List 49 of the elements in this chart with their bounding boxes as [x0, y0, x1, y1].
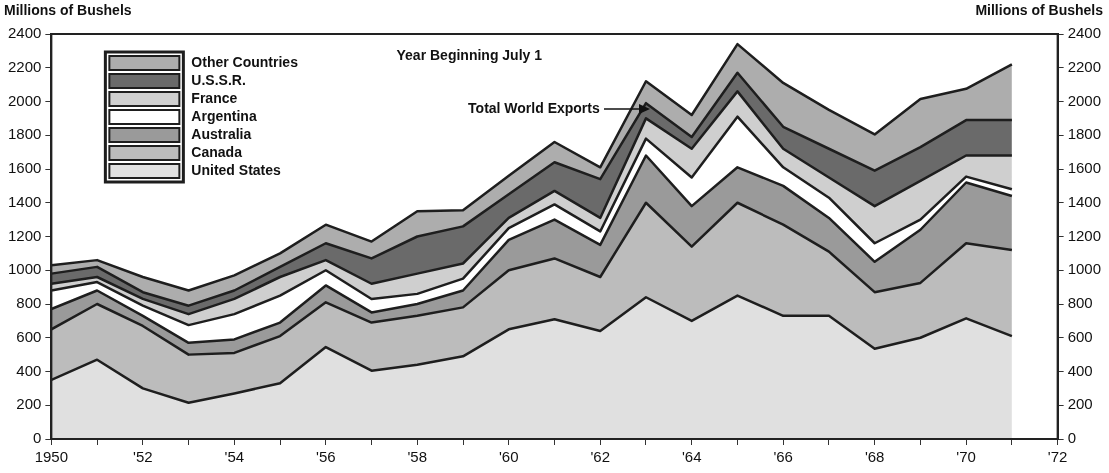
- x-tick-label: '52: [133, 448, 153, 466]
- y2-tick-label: 200: [1067, 395, 1093, 413]
- annotation: Year Beginning July 1: [396, 46, 543, 63]
- y-tick-label: 2400: [7, 24, 42, 42]
- legend-label: Australia: [191, 125, 252, 142]
- legend-label: Argentina: [191, 107, 257, 124]
- y2-tick-label: 1400: [1067, 192, 1102, 210]
- y-tick-label: 800: [16, 294, 42, 312]
- y-tick-label: 1200: [7, 226, 42, 244]
- legend-label: United States: [191, 161, 282, 178]
- y-tick-label: 1600: [7, 159, 42, 177]
- y2-tick-label: 600: [1067, 327, 1093, 345]
- x-tick-label: '66: [773, 448, 793, 466]
- y-tick-label: 600: [16, 327, 42, 345]
- x-tick-label: '64: [681, 448, 702, 466]
- y2-tick-label: 1200: [1067, 226, 1102, 244]
- y2-tick-label: 2200: [1067, 57, 1102, 75]
- x-tick-label: '58: [407, 448, 428, 466]
- y2-tick-label: 1000: [1067, 260, 1102, 278]
- y-tick-label: 1400: [7, 192, 42, 210]
- x-tick-label: '72: [1047, 448, 1068, 466]
- x-tick-label: '68: [864, 448, 885, 466]
- y-axis-title: Millions of Bushels: [4, 1, 132, 18]
- y-tick-label: 400: [16, 361, 42, 379]
- x-tick-label: '62: [590, 448, 611, 466]
- y-tick-label: 2000: [7, 91, 42, 109]
- y2-axis-title: Millions of Bushels: [975, 1, 1104, 18]
- y-tick-label: 1800: [7, 125, 42, 143]
- y2-tick-label: 2000: [1067, 91, 1102, 109]
- legend-label: Canada: [191, 143, 243, 160]
- y2-tick-label: 0: [1067, 429, 1076, 447]
- legend-label: Other Countries: [191, 53, 299, 70]
- x-tick-label: 1950: [34, 448, 69, 466]
- x-tick-label: '60: [498, 448, 519, 466]
- y2-tick-label: 800: [1067, 294, 1093, 312]
- y-tick-label: 200: [16, 395, 42, 413]
- x-tick-label: '56: [316, 448, 336, 466]
- y-tick-label: 2200: [7, 57, 42, 75]
- annotation: Total World Exports: [468, 99, 600, 116]
- y2-tick-label: 1800: [1067, 125, 1102, 143]
- x-tick-label: '70: [956, 448, 976, 466]
- y-tick-label: 0: [33, 429, 42, 447]
- legend-label: U.S.S.R.: [191, 71, 246, 88]
- y-tick-label: 1000: [7, 260, 42, 278]
- y2-tick-label: 2400: [1067, 24, 1102, 42]
- x-tick-label: '54: [224, 448, 245, 466]
- legend-label: France: [191, 89, 238, 106]
- y2-tick-label: 1600: [1067, 159, 1102, 177]
- y2-tick-label: 400: [1067, 361, 1093, 379]
